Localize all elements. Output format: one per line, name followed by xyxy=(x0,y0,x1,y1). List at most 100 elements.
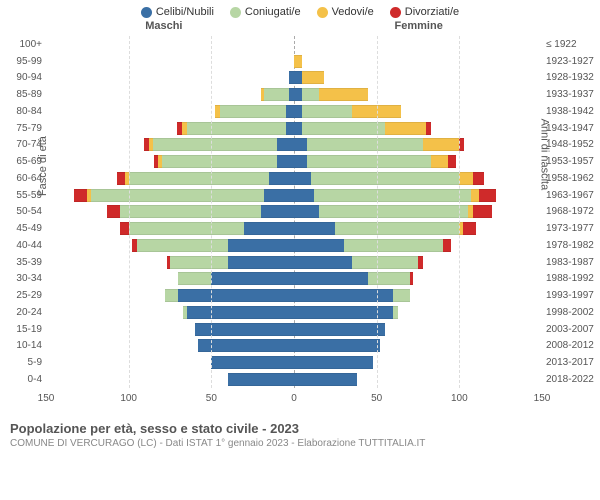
segment xyxy=(352,256,418,269)
segment xyxy=(120,222,128,235)
bar-female xyxy=(294,239,542,252)
bar-female xyxy=(294,105,542,118)
age-row: 30-341988-1992 xyxy=(46,271,542,288)
age-row: 60-641958-1962 xyxy=(46,170,542,187)
segment xyxy=(418,256,423,269)
segment xyxy=(423,138,459,151)
segment xyxy=(344,239,443,252)
birth-label: 1983-1987 xyxy=(546,257,600,268)
birth-label: 1978-1982 xyxy=(546,240,600,251)
age-row: 70-741948-1952 xyxy=(46,137,542,154)
segment xyxy=(479,189,496,202)
segment xyxy=(393,306,398,319)
bar-female xyxy=(294,306,542,319)
x-axis: 15010050050100150 xyxy=(46,393,542,409)
age-label: 0-4 xyxy=(0,374,42,385)
segment xyxy=(269,172,294,185)
x-tick: 150 xyxy=(534,393,551,404)
segment xyxy=(473,172,485,185)
segment xyxy=(319,205,468,218)
segment xyxy=(294,205,319,218)
segment xyxy=(264,88,289,101)
birth-label: 1948-1952 xyxy=(546,139,600,150)
age-label: 65-69 xyxy=(0,156,42,167)
segment xyxy=(448,155,456,168)
segment xyxy=(426,122,431,135)
birth-label: 1943-1947 xyxy=(546,123,600,134)
segment xyxy=(220,105,286,118)
bar-male xyxy=(46,239,294,252)
gridline xyxy=(459,36,460,388)
segment xyxy=(244,222,294,235)
segment xyxy=(195,323,294,336)
segment xyxy=(459,172,472,185)
segment xyxy=(264,189,294,202)
segment xyxy=(307,138,423,151)
segment xyxy=(153,138,277,151)
legend-label: Vedovi/e xyxy=(332,6,374,18)
bar-male xyxy=(46,373,294,386)
legend: Celibi/NubiliConiugati/eVedovi/eDivorzia… xyxy=(0,0,600,22)
bar-female xyxy=(294,189,542,202)
bar-female xyxy=(294,172,542,185)
legend-label: Divorziati/e xyxy=(405,6,459,18)
segment xyxy=(294,155,307,168)
segment xyxy=(228,239,294,252)
age-row: 50-541968-1972 xyxy=(46,204,542,221)
birth-label: 1963-1967 xyxy=(546,190,600,201)
age-row: 10-142008-2012 xyxy=(46,338,542,355)
segment xyxy=(137,239,228,252)
age-row: 75-791943-1947 xyxy=(46,120,542,137)
segment xyxy=(261,205,294,218)
bar-male xyxy=(46,155,294,168)
bar-female xyxy=(294,222,542,235)
age-label: 100+ xyxy=(0,39,42,50)
segment xyxy=(129,222,245,235)
segment xyxy=(307,155,431,168)
footer: Popolazione per età, sesso e stato civil… xyxy=(0,417,600,449)
segment xyxy=(294,71,302,84)
legend-item: Vedovi/e xyxy=(317,6,374,18)
segment xyxy=(294,122,302,135)
bar-male xyxy=(46,122,294,135)
segment xyxy=(294,239,344,252)
age-row: 85-891933-1937 xyxy=(46,86,542,103)
segment xyxy=(385,122,426,135)
gridline xyxy=(377,36,378,388)
age-label: 95-99 xyxy=(0,56,42,67)
bar-male xyxy=(46,323,294,336)
bar-male xyxy=(46,222,294,235)
age-label: 5-9 xyxy=(0,357,42,368)
x-tick: 50 xyxy=(371,393,382,404)
segment xyxy=(162,155,278,168)
gridline xyxy=(129,36,130,388)
birth-label: 1928-1932 xyxy=(546,72,600,83)
segment xyxy=(463,222,476,235)
bar-male xyxy=(46,272,294,285)
segment xyxy=(443,239,451,252)
bar-female xyxy=(294,272,542,285)
bar-male xyxy=(46,88,294,101)
bar-male xyxy=(46,172,294,185)
segment xyxy=(74,189,87,202)
birth-label: 1968-1972 xyxy=(546,206,600,217)
segment xyxy=(294,55,302,68)
chart-title: Popolazione per età, sesso e stato civil… xyxy=(10,421,590,436)
age-label: 30-34 xyxy=(0,273,42,284)
age-row: 90-941928-1932 xyxy=(46,70,542,87)
age-row: 45-491973-1977 xyxy=(46,220,542,237)
legend-swatch xyxy=(390,7,401,18)
segment xyxy=(294,306,393,319)
bar-female xyxy=(294,356,542,369)
segment xyxy=(277,138,294,151)
segment xyxy=(187,306,294,319)
segment xyxy=(91,189,265,202)
segment xyxy=(120,205,261,218)
segment xyxy=(294,88,302,101)
segment xyxy=(294,323,385,336)
segment xyxy=(277,155,294,168)
bar-female xyxy=(294,122,542,135)
age-label: 80-84 xyxy=(0,106,42,117)
bar-male xyxy=(46,105,294,118)
age-label: 50-54 xyxy=(0,206,42,217)
